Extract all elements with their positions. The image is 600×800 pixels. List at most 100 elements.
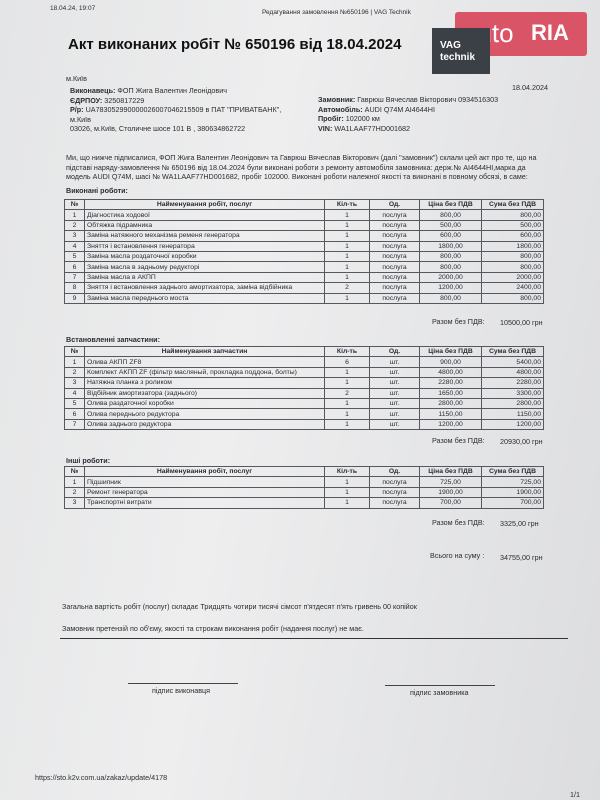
grand-total-value: 34755,00 грн: [500, 553, 543, 562]
footer-page: 1/1: [570, 790, 580, 799]
signature-line: [385, 685, 495, 686]
section-table: № Найменування запчастин Кіл-ть Од. Ціна без…: [64, 345, 544, 431]
table-cell: 900,00: [419, 356, 482, 368]
table-cell: 3: [64, 230, 85, 242]
table-cell: 1: [64, 476, 85, 488]
column-header: Од.: [369, 345, 420, 358]
table-cell: Заміна масла переднього моста: [84, 292, 325, 304]
table-cell: 2800,00: [481, 397, 544, 410]
table-cell: 4800,00: [419, 366, 482, 379]
header-row: № Найменування робіт, послуг Кіл-ть Од. Ціна…: [64, 198, 544, 211]
signature-customer: підпис замовника: [410, 688, 469, 697]
table-cell: послуга: [369, 209, 420, 221]
info-label: ЄДРПОУ:: [70, 95, 103, 105]
column-header: Од.: [369, 198, 420, 211]
total-value: 3325,00 грн: [500, 519, 539, 528]
table-row: 2 Комплект АКПП ZF (фільтр масляный, прок…: [64, 366, 544, 379]
table-cell: 500,00: [481, 219, 544, 232]
table-cell: 2280,00: [481, 377, 544, 389]
info-line: Автомобіль: AUDI Q74M AI4644HI: [318, 105, 498, 115]
column-header: Кіл-ть: [324, 345, 370, 358]
table-cell: шт.: [369, 408, 420, 420]
table-row: 3 Транспортні витрати 1 послуга 700,00 700,00: [64, 497, 544, 509]
table-cell: 5: [64, 397, 85, 410]
table-cell: 1: [324, 476, 370, 488]
table-cell: 5: [64, 250, 85, 263]
table-cell: 1800,00: [481, 240, 544, 252]
table-cell: 1200,00: [419, 418, 482, 431]
column-header: Ціна без ПДВ: [419, 465, 482, 478]
info-value: UA783052990000026007046215509 в ПАТ "ПРИ…: [85, 105, 282, 114]
table-cell: 800,00: [481, 250, 544, 263]
table-cell: 1: [324, 240, 370, 252]
info-label: Р/р:: [70, 105, 84, 114]
section-table: № Найменування робіт, послуг Кіл-ть Од. Ціна…: [64, 198, 544, 304]
table-cell: 800,00: [419, 250, 482, 263]
info-line: Р/р: UA783052990000026007046215509 в ПАТ…: [70, 105, 281, 115]
table-cell: 8: [64, 282, 85, 294]
table-cell: 800,00: [419, 209, 482, 221]
table-cell: 600,00: [419, 230, 482, 242]
table-cell: 2400,00: [481, 282, 544, 294]
info-label: VIN:: [318, 123, 333, 133]
date: 18.04.2024: [512, 83, 548, 92]
table-cell: 1: [324, 486, 370, 499]
table-row: 2 Ремонт генератора 1 послуга 1900,00 1900,00: [64, 486, 544, 499]
table-cell: 1150,00: [481, 408, 544, 420]
column-header: Ціна без ПДВ: [419, 198, 482, 211]
table-cell: 1: [324, 292, 370, 304]
table-cell: Обтяжка підрамника: [84, 219, 325, 232]
table-cell: Відбійник амортизатора (заднього): [84, 387, 325, 399]
table-cell: 800,00: [419, 292, 482, 304]
signature-line: [128, 683, 238, 684]
customer-block: Замовник: Гаврюш Вячеслав Вікторович 093…: [318, 95, 498, 133]
table-cell: 700,00: [419, 497, 482, 509]
table-cell: послуга: [369, 476, 420, 488]
table-cell: послуга: [369, 497, 420, 509]
table-row: 1 Олива АКПП ZF8 6 шт. 900,00 5400,00: [64, 356, 544, 368]
table-cell: 1: [64, 209, 85, 221]
table-cell: 2: [64, 486, 85, 499]
section-heading: Інші роботи:: [66, 456, 111, 465]
total-value: 20930,00 грн: [500, 437, 543, 446]
column-header: Сума без ПДВ: [481, 345, 544, 358]
table-cell: Заміна масла в АКПП: [84, 271, 325, 284]
table-row: 9 Заміна масла переднього моста 1 послуга 80…: [64, 292, 544, 304]
info-value: AUDI Q74M AI4644HI: [364, 104, 435, 114]
table-cell: 1: [324, 209, 370, 221]
total-label: Разом без ПДВ:: [432, 317, 485, 326]
table-cell: 1: [324, 366, 370, 379]
column-header: Кіл-ть: [324, 465, 370, 478]
info-line: м.Київ: [70, 115, 281, 125]
table-cell: 800,00: [481, 261, 544, 273]
table-cell: 2: [324, 282, 370, 294]
table-row: 3 Натяжна планка з роликом 1 шт. 2280,00 2280…: [64, 377, 544, 389]
info-value: м.Київ: [70, 114, 91, 124]
total-label: Разом без ПДВ:: [432, 518, 485, 527]
table-cell: 1150,00: [419, 408, 482, 420]
table-cell: послуга: [369, 261, 420, 273]
table-cell: 1: [324, 230, 370, 242]
section-heading: Встановленні запчастини:: [66, 335, 160, 344]
table-cell: послуга: [369, 240, 420, 252]
table-cell: 4: [64, 387, 85, 399]
footer-url: https://sto.k2v.com.ua/zakaz/update/4178: [35, 773, 168, 782]
table-cell: послуга: [369, 271, 420, 284]
table-cell: 1200,00: [481, 418, 544, 431]
info-value: ФОП Жига Валентин Леонідович: [117, 86, 228, 95]
table-cell: Зняття і встановлення заднього амортизат…: [84, 282, 325, 294]
table-row: 6 Олива переднього редуктора 1 шт. 1150,00 11…: [64, 408, 544, 420]
section-table: № Найменування робіт, послуг Кіл-ть Од. Ціна…: [64, 465, 544, 509]
table-cell: 800,00: [481, 292, 544, 304]
no-claims: Замовник претензій по об'єму, якості та …: [62, 624, 364, 633]
table-cell: 1900,00: [481, 486, 544, 499]
table-cell: Діагностика ходової: [84, 209, 325, 221]
table-cell: 2: [64, 219, 85, 232]
grand-total-label: Всього на суму :: [430, 551, 485, 560]
table-cell: 3300,00: [481, 387, 544, 399]
table-cell: 2000,00: [419, 271, 482, 284]
table-cell: 1: [324, 219, 370, 232]
column-header: №: [64, 465, 85, 478]
info-label: Пробіг:: [318, 114, 344, 123]
table-cell: 3: [64, 377, 85, 389]
